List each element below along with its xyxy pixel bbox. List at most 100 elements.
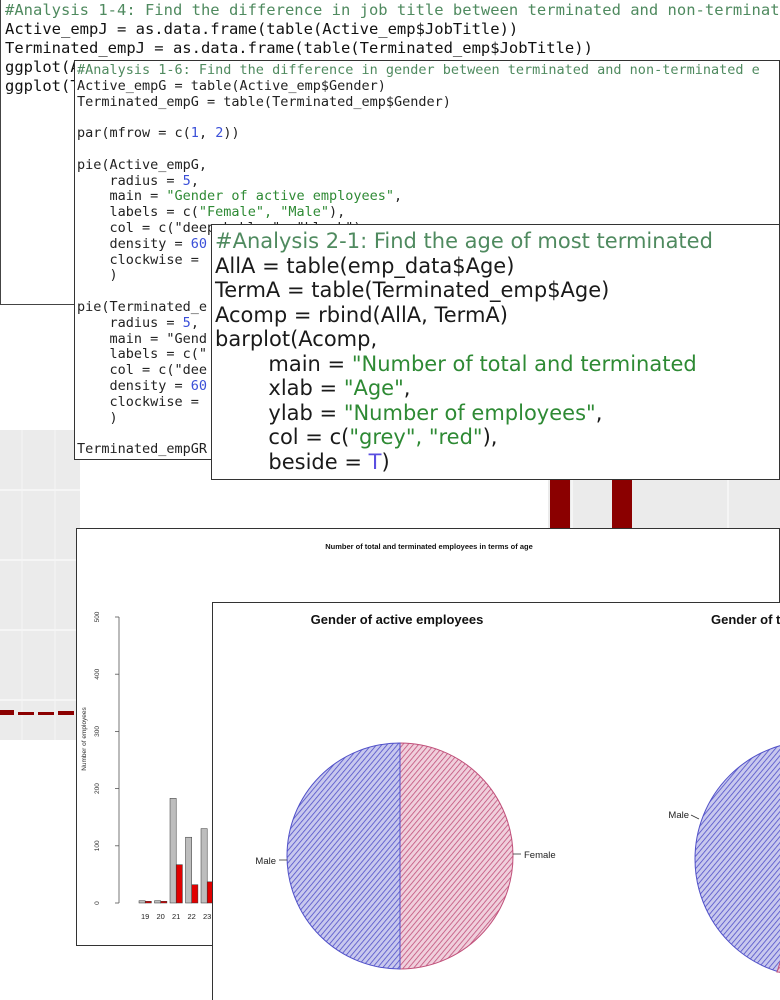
- code-token: ),: [328, 204, 346, 221]
- code-line: ): [77, 267, 118, 284]
- code-line: labels = c(": [77, 346, 208, 363]
- code-token: ylab =: [215, 400, 344, 425]
- pie-title-active: Gender of active employees: [311, 612, 484, 627]
- bar: [175, 864, 183, 904]
- ggplot-bar: [550, 478, 570, 538]
- code-token: col = c(: [215, 425, 350, 449]
- code-number: 60: [190, 235, 208, 252]
- code-token: ,: [190, 172, 199, 189]
- code-line: clockwise =: [77, 251, 208, 268]
- code-line: TermA = table(Terminated_emp$Age): [215, 278, 610, 302]
- pie-slice: [776, 960, 780, 973]
- code-line: ylab = "Number of employees",: [215, 401, 779, 426]
- y-axis-label: Number of employees: [81, 706, 88, 770]
- code-token: radius =: [77, 172, 183, 189]
- code-line: Terminated_empJ = as.data.frame(table(Te…: [5, 39, 593, 57]
- code-token: labels = c(: [77, 204, 199, 221]
- code-line: density = 60: [77, 377, 779, 395]
- y-tick-label: 100: [94, 840, 101, 851]
- code-token: density =: [77, 235, 191, 252]
- code-string: "Gender of active employees": [166, 188, 394, 205]
- x-tick-label: 23: [203, 912, 211, 921]
- code-line: main = "Number of total and terminated: [215, 352, 779, 377]
- code-token: xlab =: [215, 376, 344, 400]
- ggplot-fragment-svg: [0, 430, 80, 740]
- bar: [144, 901, 152, 904]
- ggplot-red-bars: [548, 478, 780, 538]
- code-token: density =: [77, 377, 191, 394]
- code-number: 2: [215, 125, 224, 142]
- code-line: beside = T): [215, 450, 779, 475]
- y-tick-label: 0: [94, 901, 101, 905]
- code-token: ,: [190, 314, 199, 331]
- bar: [185, 836, 192, 904]
- code-line: Acomp = rbind(AllA, TermA): [215, 302, 508, 327]
- code-string: "Number of employees": [343, 400, 596, 425]
- pie-label: Male: [255, 856, 276, 867]
- ggplot-bar: [58, 711, 74, 715]
- x-tick-label: 21: [172, 912, 180, 921]
- pie-label: Male: [668, 810, 689, 821]
- x-tick-label: 22: [188, 912, 196, 921]
- x-tick-labels: 19 20 21 22 23: [141, 912, 211, 921]
- code-string: "grey", "red": [349, 425, 483, 449]
- code-line: xlab = "Age",: [215, 376, 779, 401]
- code-string: "Female", "Male": [198, 204, 329, 221]
- code-token: ,: [198, 125, 216, 142]
- code-comment: #Analysis 1-6: Find the difference in ge…: [77, 62, 760, 78]
- code-comment: #Analysis 2-1: Find the age of most term…: [215, 229, 713, 253]
- code-line: par(mfrow = c(1, 2)): [77, 125, 779, 142]
- code-line-blank: [77, 110, 779, 126]
- code-line: density = 60: [77, 235, 779, 253]
- pie-slice: [399, 742, 514, 970]
- code-token: par(mfrow = c(: [77, 125, 191, 142]
- y-axis: 0 100 200 300 400 500: [94, 611, 120, 905]
- code-token: main =: [215, 351, 352, 376]
- bar: [169, 798, 177, 904]
- code-line-blank: [77, 142, 779, 158]
- code-line: radius = 5,: [77, 314, 779, 332]
- code-token: ),: [482, 425, 498, 449]
- code-line: Active_empG = table(Active_emp$Gender): [77, 77, 386, 94]
- code-token: radius =: [77, 314, 183, 331]
- pie-title-terminated: Gender of te: [711, 612, 780, 627]
- code-token: )): [223, 125, 240, 142]
- bar: [138, 900, 146, 904]
- pie-label: Female: [524, 850, 556, 861]
- ggplot-bar: [612, 478, 632, 538]
- code-token: ,: [393, 188, 403, 205]
- bar: [191, 884, 199, 904]
- y-tick-label: 200: [94, 783, 101, 794]
- chart-title: Number of total and terminated employees…: [325, 542, 533, 551]
- code-line: Terminated_empG = table(Terminated_emp$G…: [77, 93, 451, 110]
- ggplot-red-bars-svg: [550, 478, 729, 538]
- code-line: Active_empJ = as.data.frame(table(Active…: [5, 20, 519, 38]
- bar: [154, 900, 161, 904]
- bar: [160, 901, 168, 904]
- code-token: main =: [77, 188, 167, 205]
- code-line: clockwise =: [77, 393, 208, 410]
- x-tick-label: 19: [141, 912, 149, 921]
- code-line: pie(Terminated_e: [77, 298, 208, 315]
- code-number: 5: [182, 172, 191, 189]
- code-line: ): [77, 409, 118, 426]
- ggplot-bar: [0, 710, 14, 715]
- code-number: 60: [190, 377, 208, 394]
- bars: [138, 798, 214, 904]
- x-tick-label: 20: [157, 912, 165, 921]
- bar: [200, 828, 208, 904]
- code-line: Terminated_empGR: [77, 441, 208, 458]
- barplot-svg: Number of total and terminated employees…: [81, 542, 533, 921]
- pie-slice: [694, 745, 780, 973]
- pie-label-leader: [690, 814, 700, 820]
- code-token: beside =: [215, 449, 369, 474]
- code-token: ,: [595, 400, 603, 425]
- code-string: "Number of total and terminated: [351, 351, 697, 376]
- y-tick-label: 400: [94, 668, 101, 679]
- ggplot-bar: [18, 712, 34, 715]
- code-line: barplot(Acomp,: [215, 327, 378, 351]
- code-line: radius = 5,: [77, 172, 779, 190]
- y-tick-label: 300: [94, 726, 101, 737]
- code-line: main = "Gender of active employees",: [77, 188, 779, 205]
- code-line: col = c("dee: [77, 362, 208, 379]
